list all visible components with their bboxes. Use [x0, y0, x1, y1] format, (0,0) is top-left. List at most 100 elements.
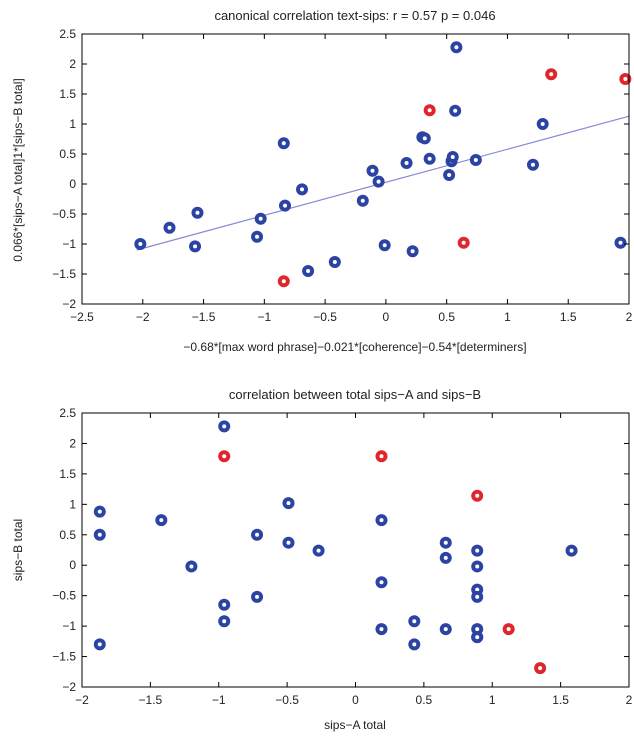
data-point-center — [549, 72, 554, 77]
y-tick-label: −2 — [62, 680, 76, 694]
data-point-center — [427, 156, 432, 161]
data-point-center — [506, 627, 511, 632]
data-point-center — [332, 260, 337, 264]
data-point-center — [412, 642, 417, 647]
y-axis-label: 0.066*[sips−A total]1*[sips−B total] — [11, 78, 25, 261]
y-tick-label: −1 — [62, 619, 76, 633]
data-point-center — [422, 136, 427, 141]
points-layer — [93, 420, 578, 675]
points-layer — [134, 41, 632, 288]
data-point-center — [195, 210, 200, 215]
bottom-chart: correlation between total sips−A and sip… — [11, 387, 633, 732]
x-tick-label: 1.5 — [560, 310, 577, 324]
y-tick-label: −0.5 — [52, 589, 76, 603]
data-point-center — [382, 243, 387, 248]
x-tick-label: 1 — [489, 693, 496, 707]
x-tick-label: 0.5 — [438, 310, 455, 324]
data-point-center — [255, 234, 260, 239]
data-point-center — [410, 249, 415, 254]
data-point-center — [450, 155, 455, 159]
x-tick-label: 1.5 — [552, 693, 569, 707]
y-tick-label: 1.5 — [59, 467, 76, 481]
data-point-center — [427, 108, 432, 113]
data-point-center — [569, 548, 574, 553]
plot-frame — [81, 412, 630, 688]
data-point-center — [475, 627, 480, 632]
y-tick-label: −1.5 — [52, 650, 76, 664]
data-point-center — [475, 635, 480, 640]
data-point-center — [360, 198, 365, 203]
data-point-center — [222, 619, 227, 624]
x-tick-label: 2 — [626, 693, 633, 707]
data-point-center — [454, 45, 459, 50]
y-tick-label: 0 — [69, 558, 76, 572]
x-tick-label: −1 — [257, 310, 271, 324]
data-point-center — [376, 179, 381, 184]
data-point-center — [255, 532, 260, 537]
y-tick-label: 0.5 — [59, 147, 76, 161]
y-tick-label: 1 — [69, 117, 76, 131]
x-tick-label: 2 — [626, 310, 633, 324]
ticks-layer: −2.5 −2 −1.5 −1 −0.5 0 0.5 1 1.5 2−2−1.5−1−0.500.… — [52, 27, 632, 324]
data-point-center — [222, 602, 227, 607]
data-point-center — [379, 580, 384, 585]
data-point-center — [538, 666, 543, 671]
x-tick-label: −1.5 — [139, 693, 163, 707]
y-tick-label: −1 — [62, 237, 76, 251]
plot-frame — [81, 33, 630, 305]
y-tick-label: −2 — [62, 297, 76, 311]
data-point-center — [97, 642, 102, 647]
data-point-center — [222, 454, 227, 459]
y-tick-label: 1.5 — [59, 87, 76, 101]
y-tick-label: 0.5 — [59, 528, 76, 542]
data-point-center — [447, 173, 452, 177]
data-point-center — [443, 555, 448, 560]
top-chart: canonical correlation text-sips: r = 0.5… — [11, 8, 633, 354]
x-axis-label: sips−A total — [324, 718, 386, 732]
y-axis-label: sips−B total — [11, 519, 25, 581]
data-point-center — [461, 240, 466, 245]
data-point-center — [222, 424, 227, 429]
data-point-center — [282, 203, 287, 208]
data-point-center — [281, 279, 286, 284]
data-point-center — [379, 627, 384, 632]
y-tick-label: 2.5 — [59, 27, 76, 41]
data-point-center — [97, 532, 102, 537]
x-tick-label: 0.5 — [416, 693, 433, 707]
data-point-center — [300, 187, 305, 192]
data-point-center — [379, 518, 384, 523]
data-point-center — [475, 594, 480, 599]
data-point-center — [443, 540, 448, 545]
data-point-center — [193, 244, 198, 249]
data-point-center — [618, 240, 623, 245]
x-tick-label: −2 — [136, 310, 150, 324]
x-axis-label: −0.68*[max word phrase]−0.021*[coherence… — [183, 340, 526, 354]
data-point-center — [306, 269, 311, 273]
y-tick-label: 2 — [69, 436, 76, 450]
y-tick-label: −1.5 — [52, 267, 76, 281]
data-point-center — [443, 627, 448, 632]
y-tick-label: 1 — [69, 497, 76, 511]
data-point-center — [255, 594, 260, 599]
ticks-layer: −2 −1.5 −1 −0.5 0 0.5 1 1.5 2 −2 −1.5 −1 −0.5 0 0.5 1 1.… — [52, 406, 632, 707]
data-point-center — [167, 225, 172, 230]
data-point-center — [286, 501, 291, 506]
y-tick-label: 2.5 — [59, 406, 76, 420]
x-tick-label: 0 — [383, 310, 390, 324]
x-tick-label: −1.5 — [192, 310, 216, 324]
x-tick-label: −0.5 — [313, 310, 337, 324]
data-point-center — [286, 540, 291, 545]
x-tick-label: −2.5 — [70, 310, 94, 324]
chart-title: correlation between total sips−A and sip… — [229, 387, 481, 402]
y-tick-label: −0.5 — [52, 207, 76, 221]
data-point-center — [623, 77, 628, 81]
data-point-center — [473, 158, 478, 162]
data-point-center — [189, 564, 194, 569]
data-point-center — [475, 564, 480, 569]
x-tick-label: −0.5 — [275, 693, 299, 707]
y-tick-label: 2 — [69, 57, 76, 71]
data-point-center — [530, 162, 535, 167]
x-tick-label: 0 — [352, 693, 359, 707]
data-point-center — [370, 168, 375, 173]
